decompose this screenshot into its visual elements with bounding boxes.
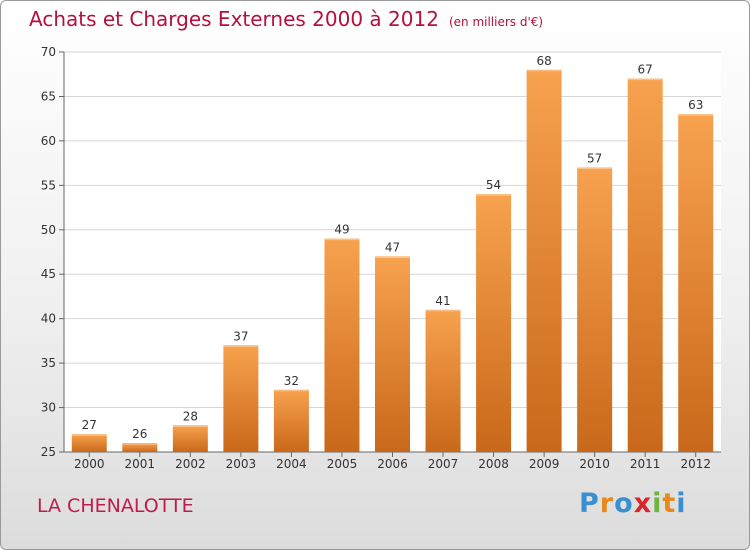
proxiti-logo: Proxiti [579, 488, 687, 519]
bar-2009 [526, 69, 562, 453]
data-label: 57 [587, 152, 602, 166]
bar-2004 [273, 389, 309, 452]
logo-letter: x [633, 488, 653, 519]
logo-letter: o [614, 488, 634, 519]
bar-2007 [425, 309, 461, 452]
data-label: 37 [233, 329, 248, 343]
logo-letter: t [662, 488, 677, 519]
data-label: 26 [132, 427, 147, 441]
logo-letter: i [652, 488, 663, 519]
bar-2006 [375, 256, 410, 452]
x-tick-label: 2004 [276, 457, 307, 471]
x-tick-label: 2002 [175, 457, 206, 471]
y-tick-label: 35 [41, 356, 56, 370]
data-label: 32 [284, 374, 299, 388]
x-tick-label: 2010 [579, 457, 610, 471]
y-tick-label: 50 [41, 223, 56, 237]
x-tick-label: 2011 [630, 457, 661, 471]
y-tick-label: 65 [41, 89, 56, 103]
bar-2005 [324, 238, 360, 452]
x-tick-label: 2006 [377, 457, 408, 471]
bar-2000 [71, 434, 107, 452]
x-tick-label: 2012 [680, 457, 711, 471]
y-tick-label: 60 [41, 134, 56, 148]
data-label: 47 [385, 240, 400, 254]
logo-letter: P [579, 488, 600, 519]
x-tick-label: 2001 [125, 457, 156, 471]
commune-name: LA CHENALOTTE [37, 495, 194, 517]
bar-2010 [577, 167, 613, 453]
data-label: 27 [82, 418, 97, 432]
data-label: 54 [486, 178, 501, 192]
bar-2003 [223, 345, 259, 452]
y-tick-label: 40 [41, 312, 56, 326]
data-label: 68 [536, 54, 551, 68]
x-tick-label: 2003 [226, 457, 257, 471]
x-tick-label: 2005 [327, 457, 358, 471]
x-tick-label: 2000 [74, 457, 105, 471]
y-tick-label: 55 [41, 178, 56, 192]
logo-letter: r [599, 488, 615, 519]
data-label: 41 [435, 294, 450, 308]
y-tick-label: 45 [41, 267, 56, 281]
y-tick-label: 70 [41, 45, 56, 59]
data-label: 49 [334, 223, 349, 237]
bar-2008 [476, 194, 512, 452]
data-label: 63 [688, 98, 703, 112]
chart-title: Achats et Charges Externes 2000 à 2012 (e… [29, 7, 543, 31]
chart-subtitle: (en milliers d'€) [448, 15, 544, 29]
x-tick-label: 2007 [428, 457, 459, 471]
chart-title-text: Achats et Charges Externes 2000 à 2012 [29, 7, 439, 31]
bar-2011 [627, 78, 663, 453]
logo-letter: i [676, 488, 687, 519]
y-tick-label: 25 [41, 445, 56, 459]
x-tick-label: 2009 [529, 457, 560, 471]
y-tick-label: 30 [41, 401, 56, 415]
bar-2001 [122, 443, 158, 452]
data-label: 67 [638, 63, 653, 77]
x-tick-label: 2008 [478, 457, 509, 471]
bar-2012 [678, 114, 714, 452]
bar-2002 [172, 425, 208, 452]
data-label: 28 [183, 409, 198, 423]
